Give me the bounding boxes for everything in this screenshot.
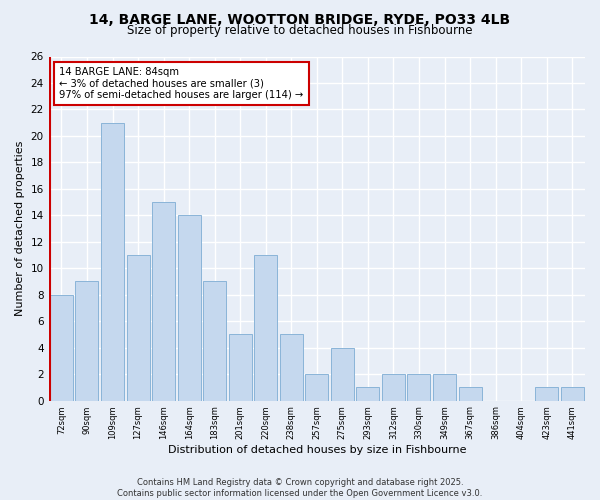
Bar [356,388,379,400]
Bar [305,374,328,400]
Bar [127,255,149,400]
Bar [254,255,277,400]
X-axis label: Distribution of detached houses by size in Fishbourne: Distribution of detached houses by size … [167,445,466,455]
Bar [535,388,558,400]
Bar [178,216,200,400]
Bar [76,282,98,401]
Y-axis label: Number of detached properties: Number of detached properties [15,141,25,316]
Text: Size of property relative to detached houses in Fishbourne: Size of property relative to detached ho… [127,24,473,37]
Bar [203,282,226,401]
Bar [561,388,584,400]
Bar [229,334,252,400]
Bar [50,294,73,401]
Bar [433,374,456,400]
Bar [280,334,303,400]
Bar [407,374,430,400]
Text: 14 BARGE LANE: 84sqm
← 3% of detached houses are smaller (3)
97% of semi-detache: 14 BARGE LANE: 84sqm ← 3% of detached ho… [59,67,304,100]
Bar [331,348,354,401]
Bar [382,374,405,400]
Bar [101,122,124,400]
Text: 14, BARGE LANE, WOOTTON BRIDGE, RYDE, PO33 4LB: 14, BARGE LANE, WOOTTON BRIDGE, RYDE, PO… [89,12,511,26]
Text: Contains HM Land Registry data © Crown copyright and database right 2025.
Contai: Contains HM Land Registry data © Crown c… [118,478,482,498]
Bar [458,388,482,400]
Bar [152,202,175,400]
